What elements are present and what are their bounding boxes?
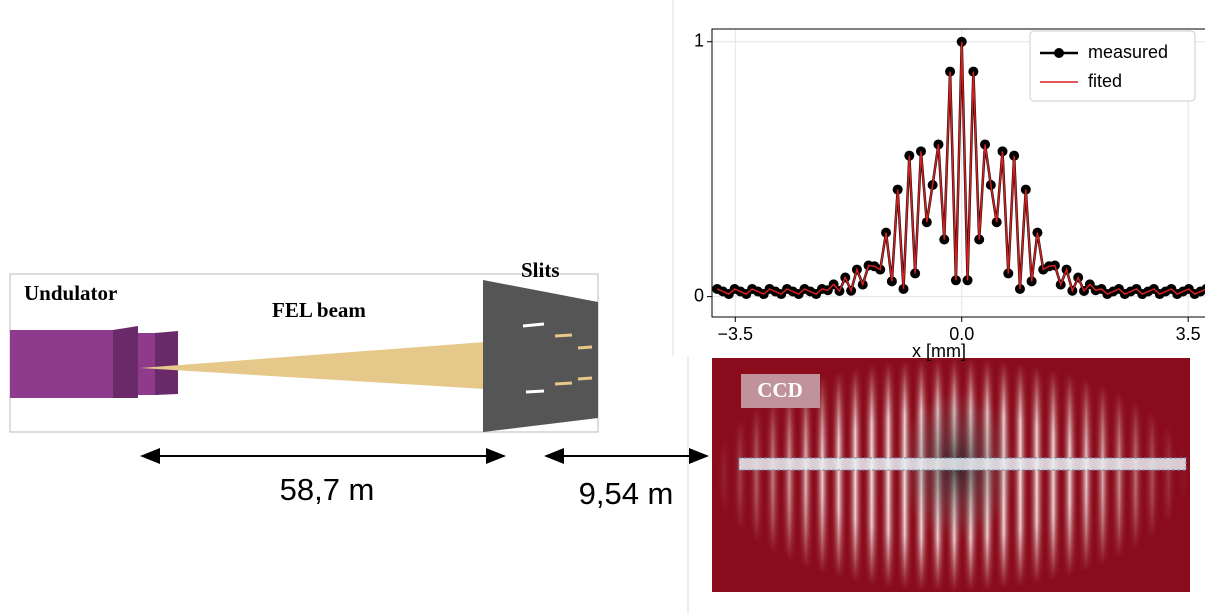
slit — [578, 378, 592, 379]
legend-label: measured — [1088, 42, 1168, 62]
distance-label: 58,7 m — [280, 472, 375, 507]
slits-label: Slits — [521, 258, 560, 282]
undulator-label: Undulator — [24, 281, 117, 305]
slit — [578, 347, 592, 348]
ccd-roi — [739, 458, 1186, 470]
x-tick-label: 3.5 — [1176, 324, 1201, 344]
legend-label: fited — [1088, 71, 1122, 91]
ccd-label: CCD — [757, 378, 803, 402]
beam-label: FEL beam — [272, 298, 366, 322]
y-tick-label: 1 — [694, 30, 704, 50]
x-tick-label: −3.5 — [718, 324, 754, 344]
y-tick-label: 0 — [694, 285, 704, 305]
undulator-side — [155, 331, 178, 395]
slit — [555, 335, 572, 336]
legend-marker — [1054, 48, 1064, 58]
slit — [555, 383, 572, 384]
slit — [526, 391, 544, 392]
slit — [523, 324, 544, 326]
slit-plate — [483, 280, 598, 432]
undulator-block — [10, 330, 113, 398]
figure: Undulator FEL beam Slits 58,7 m 9,54 m C… — [0, 0, 1205, 614]
distance-label: 9,54 m — [579, 476, 674, 511]
undulator-side — [113, 326, 138, 398]
x-axis-label: x [mm] — [912, 341, 966, 361]
